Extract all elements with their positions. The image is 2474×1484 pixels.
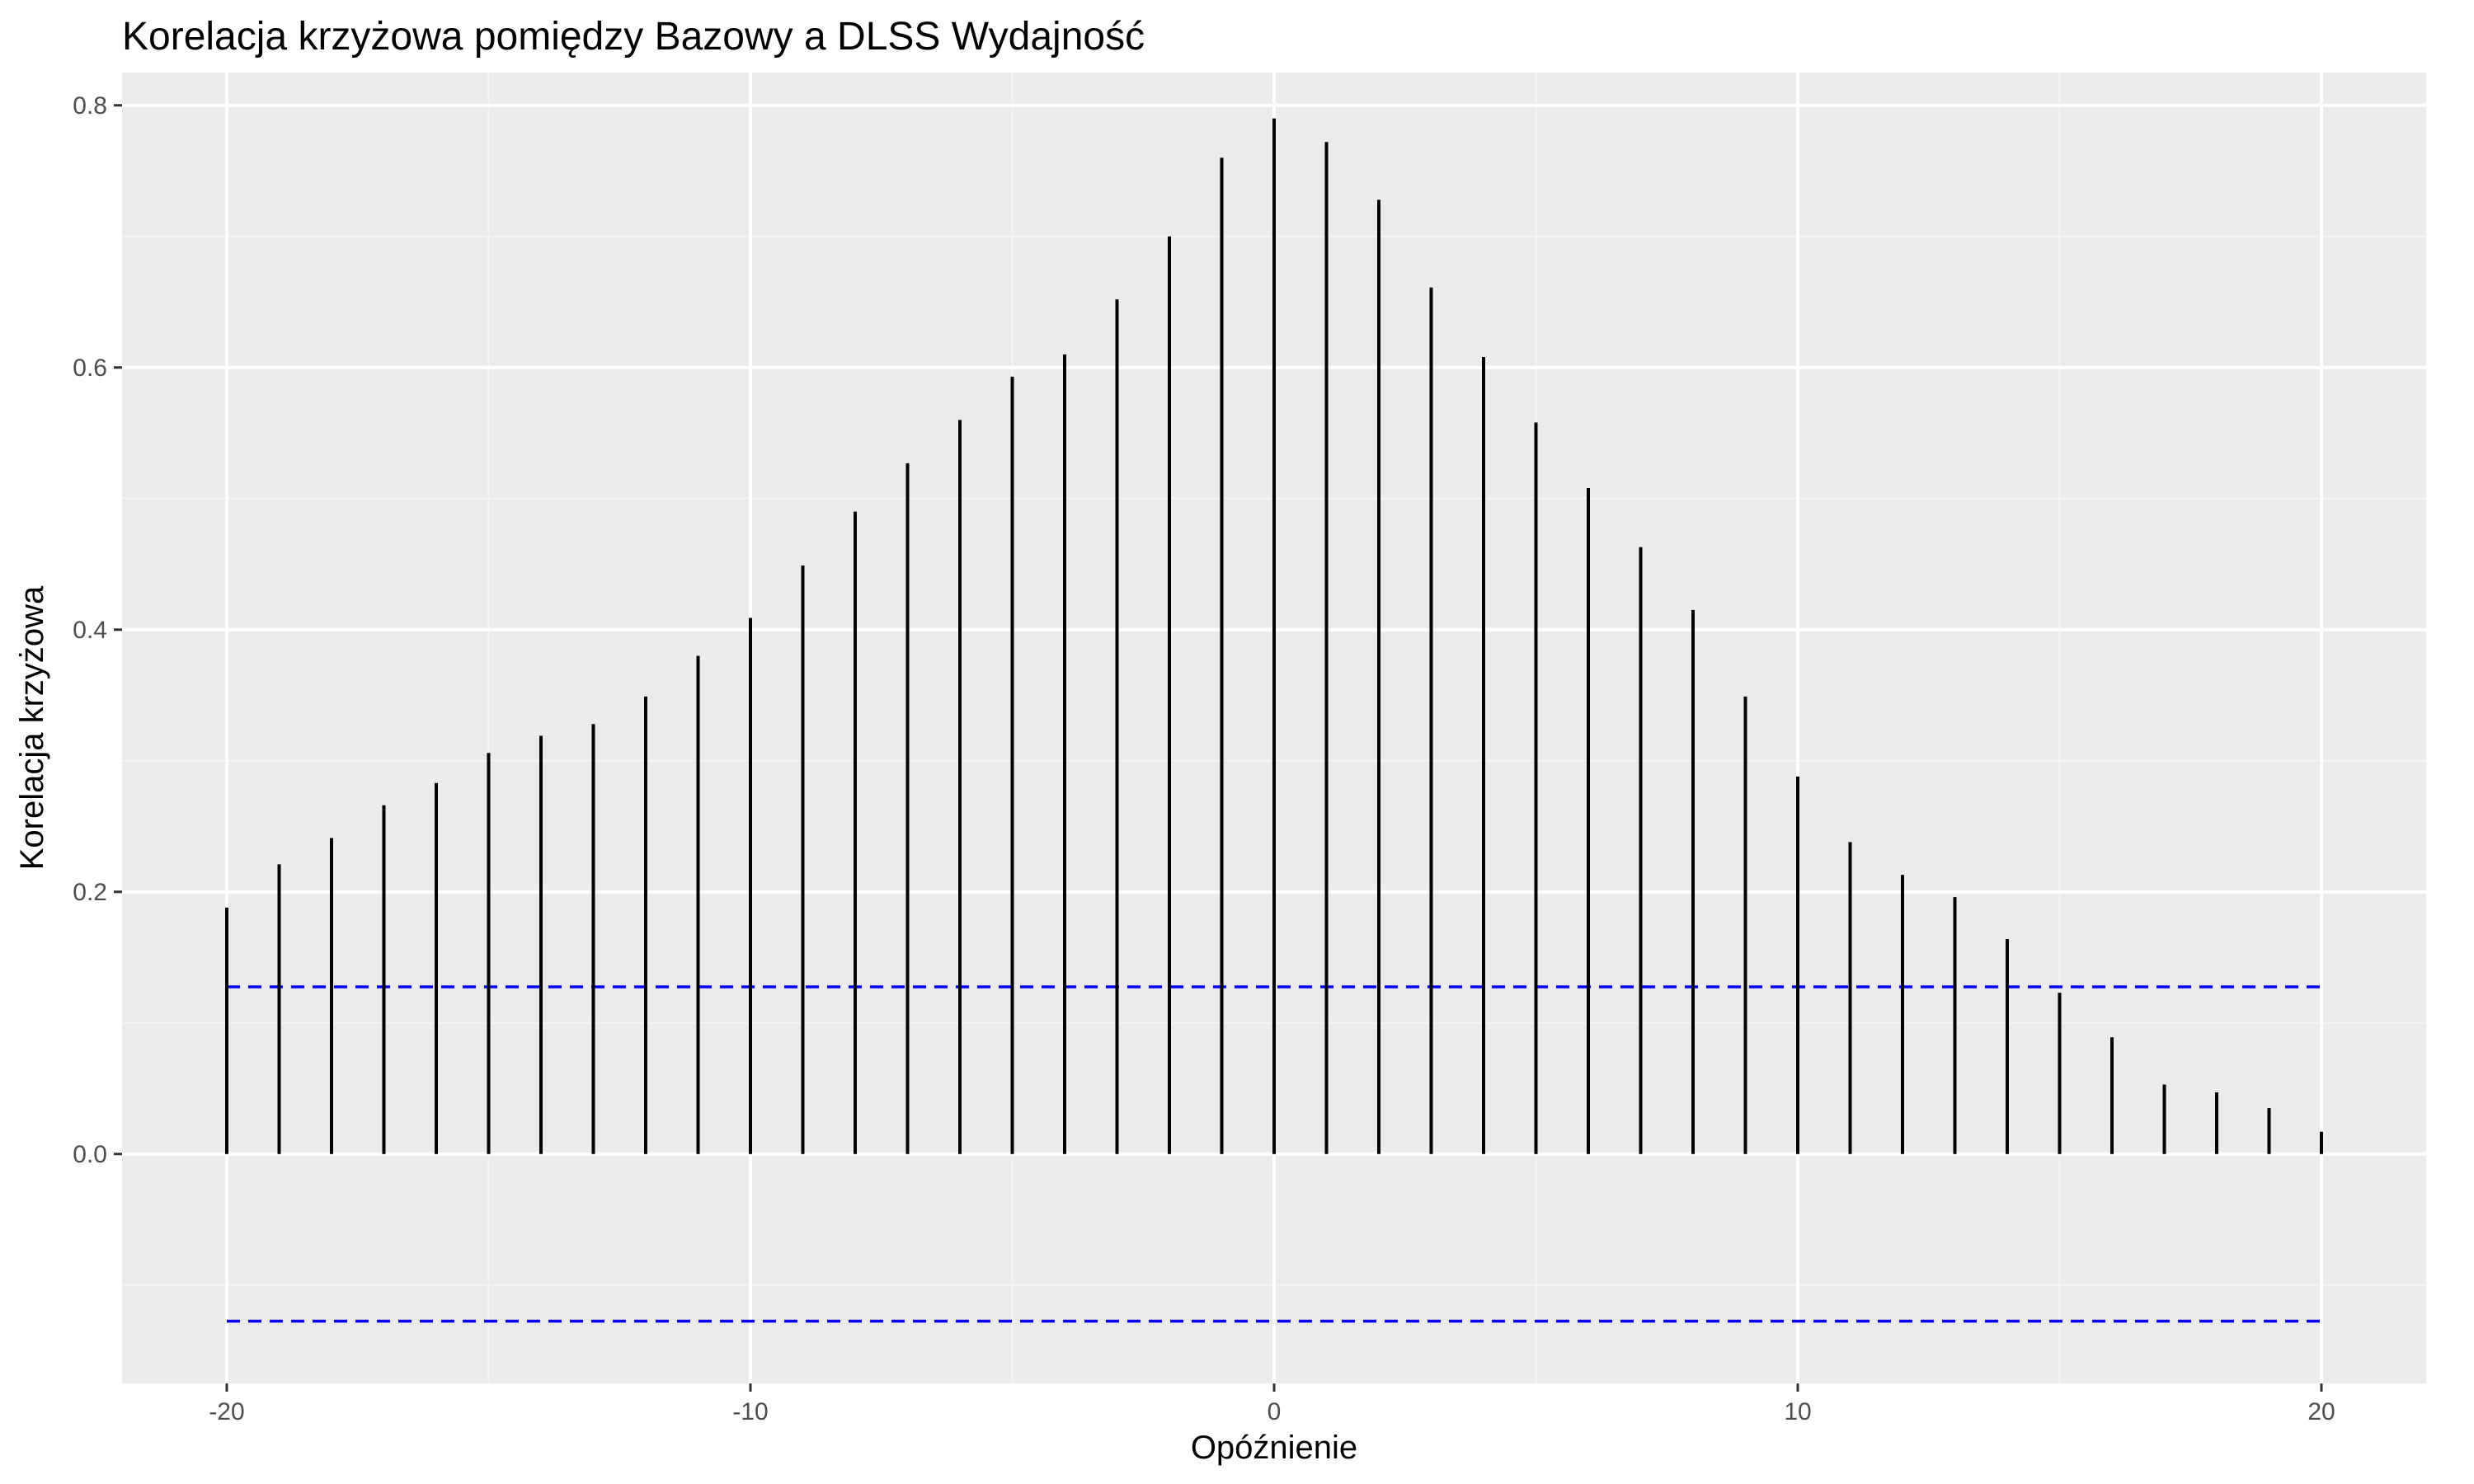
x-tick-label: 10 [1784,1398,1811,1425]
y-tick-label: 0.6 [73,355,107,382]
correlation-segments [225,118,2323,1154]
confidence-bounds [227,985,2321,1323]
x-axis-ticks: -20 -10 0 10 20 [209,1383,2335,1425]
y-tick-label: 0.2 [73,879,107,906]
x-axis-title: Opóźnienie [1191,1430,1357,1466]
x-tick-label: -20 [209,1398,244,1425]
y-axis-ticks: 0.0 0.2 0.4 0.6 0.8 [73,92,122,1168]
y-tick-label: 0.0 [73,1141,107,1168]
chart-title: Korelacja krzyżowa pomiędzy Bazowy a DLS… [122,15,1145,59]
y-tick-label: 0.4 [73,617,107,644]
y-tick-label: 0.8 [73,92,107,120]
y-axis-title: Korelacja krzyżowa [14,585,50,870]
x-tick-label: 20 [2307,1398,2335,1425]
x-tick-label: -10 [732,1398,768,1425]
x-tick-label: 0 [1268,1398,1282,1425]
